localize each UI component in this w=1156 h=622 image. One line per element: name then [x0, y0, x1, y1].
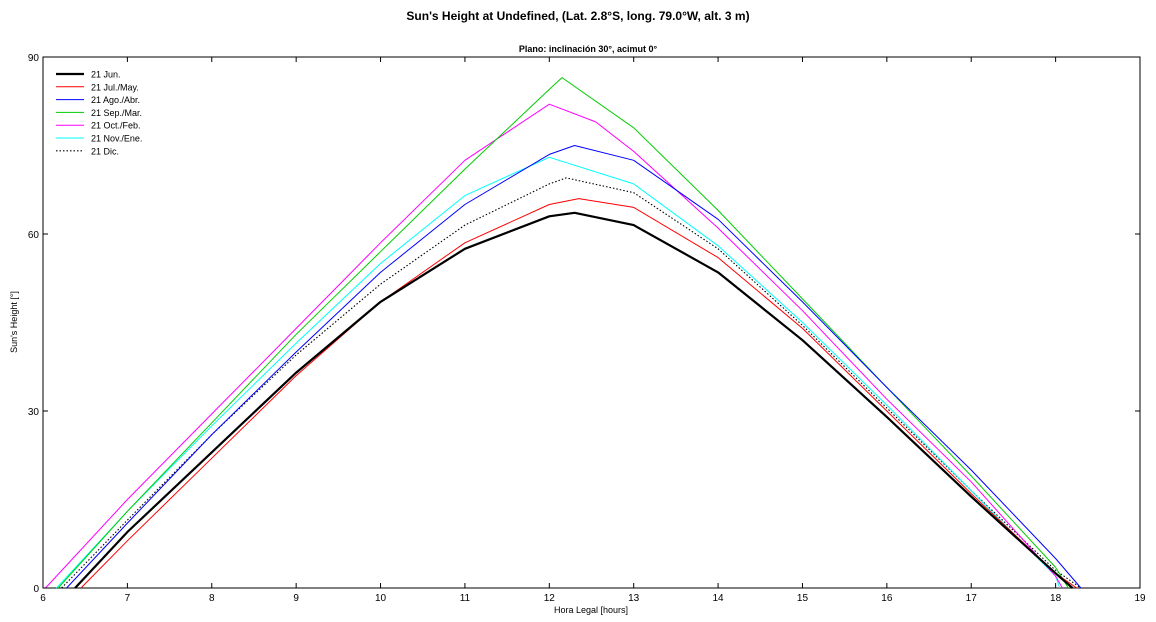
legend-label: 21 Sep./Mar.: [91, 108, 142, 118]
series-line-2: [80, 198, 1077, 589]
y-tick-label: 90: [28, 53, 40, 64]
series-line-7: [61, 177, 1082, 589]
legend-label: 21 Dic.: [91, 146, 119, 156]
x-tick-label: 6: [40, 593, 46, 604]
legend-label: 21 Oct./Feb.: [91, 121, 141, 131]
x-tick-label: 17: [966, 593, 978, 604]
series-layer: [45, 77, 1082, 589]
legend: 21 Jun. 21 Jul./May. 21 Ago./Abr. 21 Sep./M…: [56, 70, 142, 156]
y-tick-label: 0: [33, 584, 39, 595]
series-line-5: [45, 103, 1063, 589]
x-tick-label: 10: [375, 593, 387, 604]
legend-label: 21 Ago./Abr.: [91, 95, 140, 105]
x-tick-label: 9: [293, 593, 299, 604]
x-tick-label: 18: [1050, 593, 1062, 604]
legend-label: 21 Nov./Ene.: [91, 134, 142, 144]
legend-label: 21 Jul./May.: [91, 82, 139, 92]
y-tick-label: 30: [28, 407, 40, 418]
x-tick-label: 16: [881, 593, 893, 604]
series-line-6: [56, 156, 1061, 589]
x-tick-label: 11: [460, 593, 471, 604]
y-tick-label: 60: [28, 230, 40, 241]
x-tick-label: 12: [544, 593, 556, 604]
x-tick-label: 13: [628, 593, 640, 604]
x-tick-label: 7: [125, 593, 131, 604]
legend-label: 21 Jun.: [91, 70, 121, 80]
series-line-4: [57, 77, 1069, 589]
series-line-1: [74, 211, 1074, 589]
x-tick-label: 19: [1134, 593, 1146, 604]
x-tick-label: 14: [713, 593, 725, 604]
series-line-3: [66, 145, 1082, 589]
axis-ticks: 6 7 8 9 10 11 12 13 14 15 16 17 18 19 0 30 60 90: [28, 53, 1146, 604]
y-axis-label: Sun's Height [°]: [9, 291, 19, 353]
chart-title: Sun's Height at Undefined, (Lat. 2.8°S, …: [406, 9, 750, 23]
x-tick-label: 15: [797, 593, 809, 604]
x-tick-label: 8: [209, 593, 215, 604]
plot-frame: [42, 56, 1141, 589]
x-axis-label: Hora Legal [hours]: [554, 605, 628, 615]
chart-subtitle: Plano: inclinación 30°, acimut 0°: [519, 44, 658, 54]
